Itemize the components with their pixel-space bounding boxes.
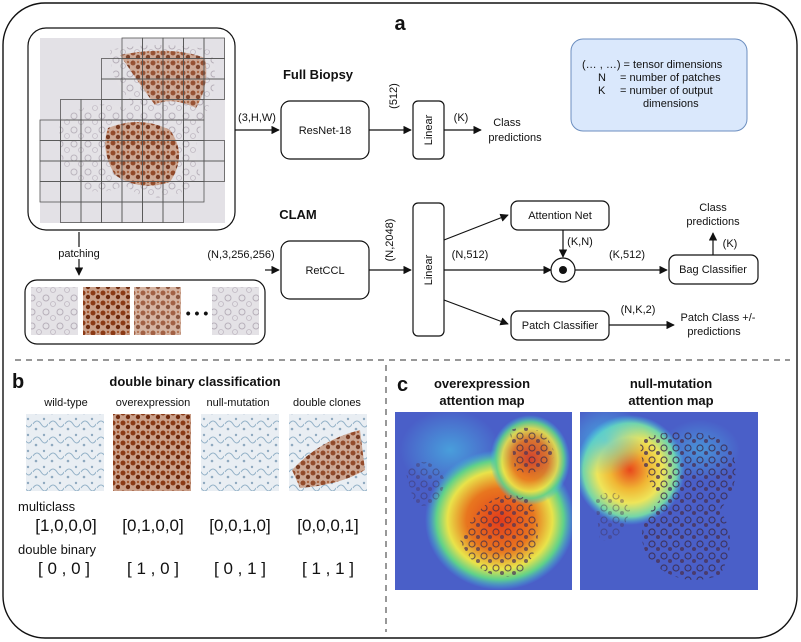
att-dim-label: (K,N) bbox=[567, 236, 593, 248]
legend-line4: dimensions bbox=[643, 98, 699, 110]
patch-classifier-label: Patch Classifier bbox=[522, 320, 599, 332]
full-out-dim: (K) bbox=[454, 112, 469, 124]
patching-label: patching bbox=[58, 248, 100, 260]
panel-c-label: c bbox=[397, 374, 408, 396]
map1-title-line1: overexpression bbox=[434, 376, 530, 391]
map2-title-line2: attention map bbox=[628, 393, 713, 408]
patch-pred-line1: Patch Class +/- bbox=[681, 312, 756, 324]
multiclass-label: multiclass bbox=[18, 499, 76, 514]
double-binary-0: [ 0 , 0 ] bbox=[38, 559, 90, 578]
class-label-1: overexpression bbox=[116, 397, 191, 409]
resnet-feat-dim: (512) bbox=[388, 83, 400, 109]
class-label-3: double clones bbox=[293, 397, 361, 409]
grid-patch bbox=[183, 181, 205, 203]
patch-ellipsis: • • • bbox=[186, 305, 209, 321]
legend-box: (… , …) = tensor dimensions N = number o… bbox=[570, 38, 748, 132]
bag-pred-line2: predictions bbox=[686, 216, 740, 228]
legend-line2-val: = number of patches bbox=[620, 72, 721, 84]
patch-pred-line2: predictions bbox=[687, 326, 741, 338]
double-binary-3: [ 1 , 1 ] bbox=[302, 559, 354, 578]
multiclass-1: [0,1,0,0] bbox=[122, 516, 183, 535]
multiclass-0: [1,0,0,0] bbox=[35, 516, 96, 535]
legend-line3-key: K bbox=[598, 85, 606, 97]
resnet-label: ResNet-18 bbox=[299, 125, 352, 137]
double-binary-label: double binary bbox=[18, 542, 97, 557]
clam-title: CLAM bbox=[279, 207, 317, 222]
lin-out-dim: (N,512) bbox=[452, 249, 489, 261]
panel-a-label: a bbox=[394, 13, 406, 35]
patch-dim-label: (N,3,256,256) bbox=[207, 249, 274, 261]
full-pred-line1: Class bbox=[493, 117, 521, 129]
panel-b-title: double binary classification bbox=[109, 374, 280, 389]
legend-line2-key: N bbox=[598, 72, 606, 84]
linear-to-attention-arrow bbox=[443, 213, 509, 241]
patch-strip: • • • bbox=[24, 279, 266, 345]
double-binary-2: [ 0 , 1 ] bbox=[214, 559, 266, 578]
dot-product-symbol bbox=[559, 266, 567, 274]
legend-line3-val: = number of output bbox=[620, 85, 713, 97]
bag-out-dim: (K) bbox=[723, 238, 738, 250]
overexpression-image bbox=[113, 414, 191, 491]
linear-label-clam: Linear bbox=[423, 254, 435, 285]
linear-label-full: Linear bbox=[423, 114, 435, 145]
null-mutation-image bbox=[201, 414, 279, 491]
double-binary-1: [ 1 , 0 ] bbox=[127, 559, 179, 578]
full-pred-line2: predictions bbox=[488, 132, 542, 144]
pooled-dim-label: (K,512) bbox=[609, 249, 645, 261]
patch-out-dim: (N,K,2) bbox=[621, 304, 656, 316]
attention-net-box bbox=[510, 200, 610, 231]
null-mutation-attention-map bbox=[580, 412, 758, 590]
overexpression-attention-map bbox=[395, 412, 572, 590]
retccl-label: RetCCL bbox=[305, 265, 344, 277]
map2-title-line1: null-mutation bbox=[630, 376, 712, 391]
grid-patch bbox=[203, 160, 225, 182]
clam-feat-dim: (N,2048) bbox=[384, 219, 396, 262]
double-clones-image bbox=[289, 414, 367, 491]
grid-patch bbox=[203, 78, 225, 100]
bag-classifier-label: Bag Classifier bbox=[679, 264, 747, 276]
map1-title-line2: attention map bbox=[439, 393, 524, 408]
full-biopsy-title: Full Biopsy bbox=[283, 67, 354, 82]
panel-b-label: b bbox=[12, 371, 24, 393]
biopsy-thumbnail bbox=[27, 27, 236, 231]
linear-to-patchclf-arrow bbox=[443, 299, 509, 326]
multiclass-3: [0,0,0,1] bbox=[297, 516, 358, 535]
legend-line1: (… , …) = tensor dimensions bbox=[582, 59, 723, 71]
bag-pred-line1: Class bbox=[699, 202, 727, 214]
wild-type-image bbox=[26, 414, 104, 491]
multiclass-2: [0,0,1,0] bbox=[209, 516, 270, 535]
class-label-0: wild-type bbox=[43, 397, 87, 409]
attention-net-label: Attention Net bbox=[528, 210, 592, 222]
grid-patch bbox=[162, 201, 184, 223]
input-dim-label: (3,H,W) bbox=[238, 112, 276, 124]
class-label-2: null-mutation bbox=[207, 397, 270, 409]
